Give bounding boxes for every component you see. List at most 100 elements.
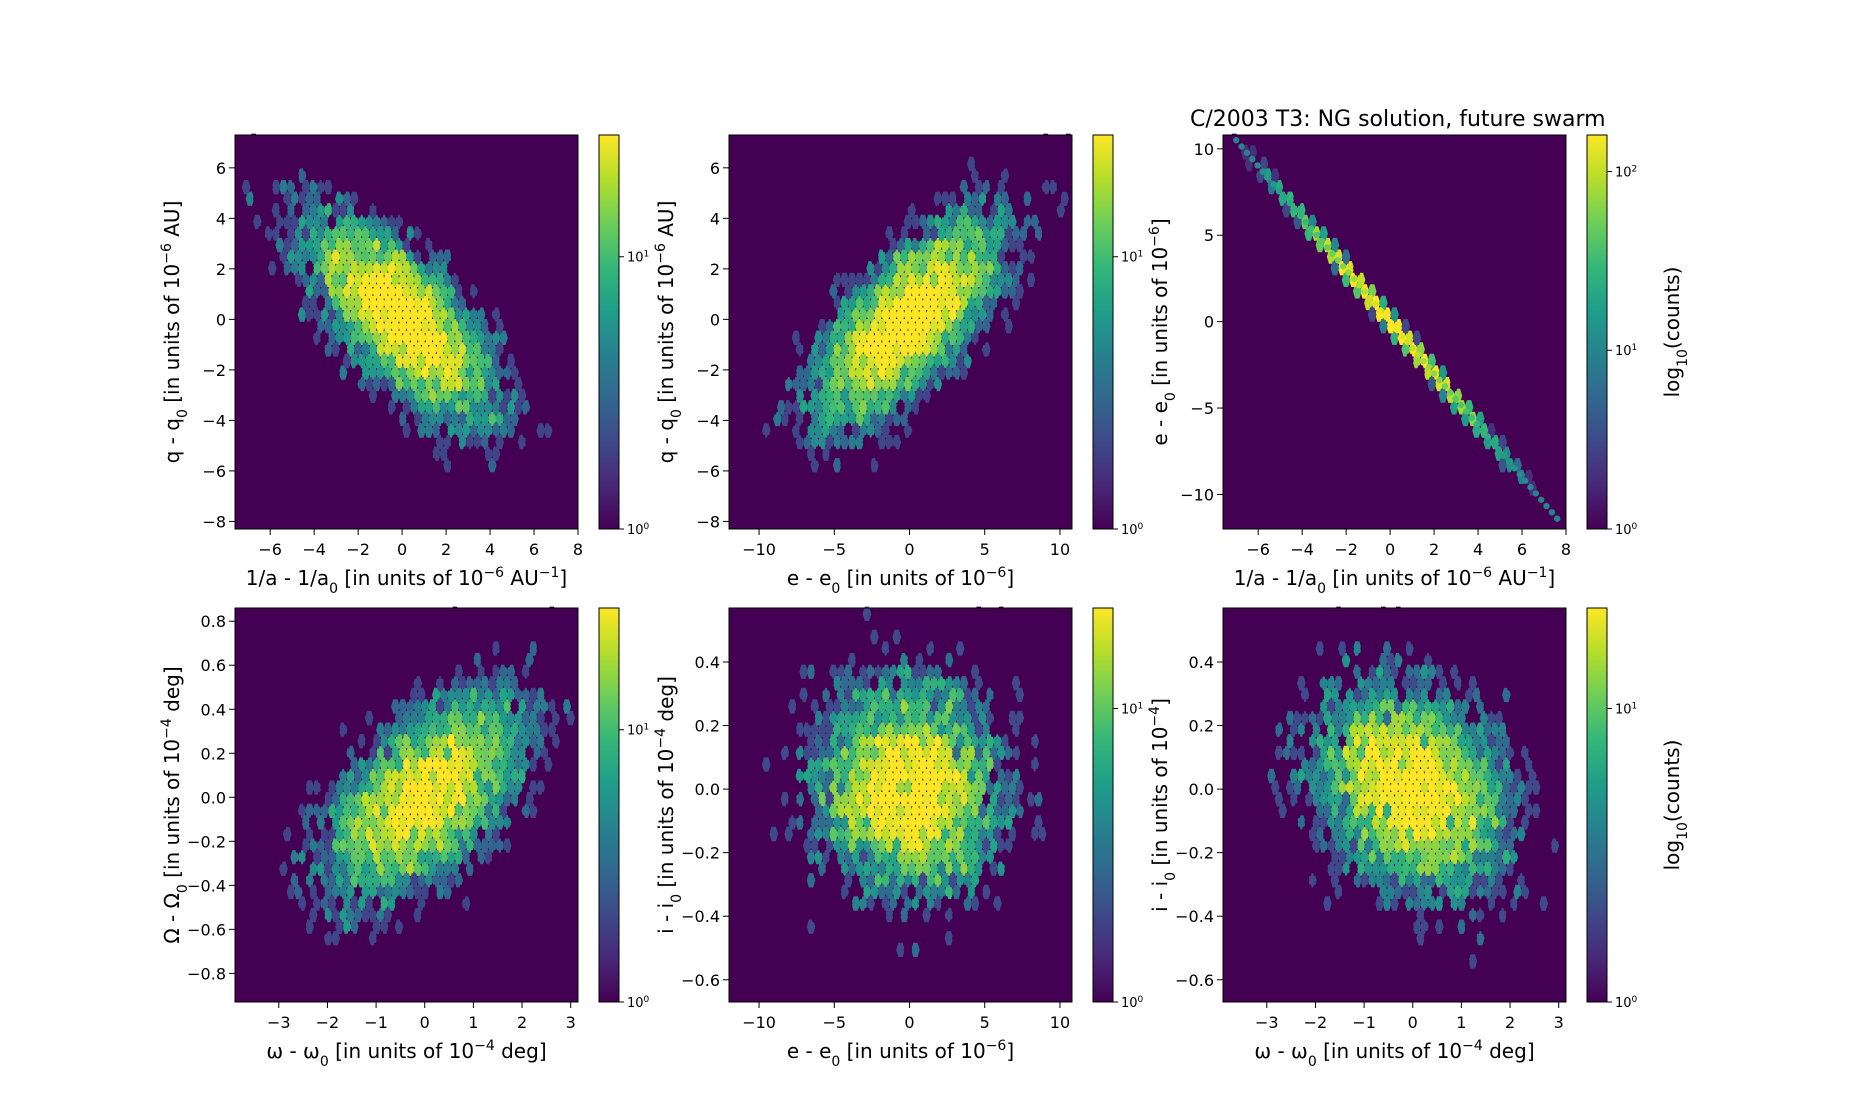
x-tick-label: −3 [267, 1013, 291, 1032]
hexbin-cell [1289, 722, 1299, 737]
hexbin-cell [1442, 896, 1451, 911]
hexbin-cell [784, 469, 793, 484]
hexbin-cell [417, 826, 426, 842]
hexbin-cell [290, 284, 299, 299]
hexbin-cell [461, 826, 471, 842]
hexbin-cell [952, 156, 961, 172]
hexbin-cell [476, 803, 486, 818]
hexbin-cell [312, 780, 322, 795]
hexbin-cell [844, 307, 853, 322]
hexbin-cell [1278, 757, 1287, 772]
hexbin-cell [484, 826, 493, 842]
hexbin-cell [346, 838, 355, 853]
hexbin-cell [435, 745, 445, 760]
hexbin-cell [517, 745, 527, 760]
hexbin-cell [847, 411, 857, 427]
hexbin-cell [1285, 641, 1295, 656]
hexbin-cell [450, 434, 460, 450]
hexbin-cell [335, 237, 344, 253]
hexbin-cell [963, 261, 972, 276]
hexbin-cell [944, 815, 954, 830]
hexbin-cell [458, 342, 467, 357]
hexbin-cell [788, 458, 797, 473]
hexbin-cell [885, 676, 894, 691]
hexbin-cell [424, 873, 434, 888]
hexbin-cell [747, 492, 756, 508]
hexbin-cell [1375, 850, 1384, 865]
hexbin-cell [417, 757, 426, 772]
hexbin-cell [368, 861, 378, 876]
hexbin-cell [1349, 676, 1358, 691]
hexbin-cell [387, 191, 396, 206]
hexbin-cell [762, 423, 771, 438]
hexbin-cell [1341, 722, 1351, 737]
hexbin-cell [491, 423, 501, 438]
hexbin-cell [907, 342, 916, 357]
hexbin-cell [810, 792, 820, 807]
hexbin-cell [1349, 768, 1358, 784]
hexbin-cell [825, 365, 834, 380]
hexbin-cell [955, 191, 965, 206]
hexbin-cell [1397, 687, 1407, 703]
hexbin-cell [1282, 792, 1291, 807]
hexbin-cell [391, 411, 400, 427]
y-tick-label: 0.2 [695, 717, 720, 736]
hexbin-cell [461, 446, 471, 461]
hexbin-cell [829, 353, 838, 369]
hexbin-cell [1457, 401, 1465, 409]
hexbin-cell [394, 330, 404, 345]
hexbin-cell [413, 699, 422, 714]
hexbin-cell [1000, 214, 1010, 230]
hexbin-cell [1473, 420, 1481, 428]
hexbin-cell [799, 687, 808, 703]
hexbin-cell [521, 641, 531, 656]
hexbin-cell [1539, 896, 1548, 911]
hexbin-cell [799, 664, 808, 679]
hexbin-cell [1352, 780, 1362, 795]
hexbin-cell [405, 792, 415, 807]
hexbin-cell [903, 284, 913, 299]
hexbin-cell [1274, 699, 1284, 714]
hexbin-cell [940, 734, 950, 749]
hexbin-cell [428, 699, 437, 714]
hexbin-cell [1427, 377, 1437, 392]
hexbin-cell [1000, 803, 1010, 818]
hexbin-cell [844, 826, 853, 842]
hexbin-cell [439, 664, 449, 679]
hexbin-cell [1293, 734, 1302, 749]
hexbin-cell [829, 261, 838, 276]
hexbin-cell [1416, 699, 1425, 714]
hexbin-cell [413, 226, 422, 241]
hexbin-cell [1282, 722, 1291, 737]
hexbin-cell [959, 861, 969, 876]
hexbin-cell [940, 307, 950, 322]
hexbin-cell [791, 400, 801, 415]
hexbin-cell [989, 838, 998, 853]
hexbin-cell [394, 191, 404, 206]
hexbin-cell [316, 907, 326, 923]
hexbin-cell [364, 307, 374, 322]
hexbin-cell [1232, 136, 1240, 144]
hexbin-cell [476, 330, 486, 345]
hexbin-cell [1304, 745, 1314, 760]
hexbin-cell [312, 214, 322, 230]
hexbin-cell [1446, 792, 1455, 807]
hexbin-cell [963, 757, 972, 772]
hexbin-cell [967, 319, 976, 334]
hexbin-cell [1461, 884, 1470, 900]
hexbin-cell [1401, 676, 1410, 691]
hexbin-cell [357, 237, 367, 253]
hexbin-cell [342, 353, 352, 369]
hexbin-cell [275, 850, 285, 865]
hexbin-cell [342, 710, 352, 726]
hexbin-cell [446, 284, 456, 299]
hexbin-cell [1304, 815, 1314, 830]
hexbin-cell [851, 757, 861, 772]
hexbin-cell [461, 400, 471, 415]
hexbin-cell [1442, 687, 1451, 703]
hexbin-cell [914, 792, 924, 807]
hexbin-cell [866, 826, 875, 842]
hexbin-cell [993, 734, 1002, 749]
hexbin-cell [907, 272, 916, 287]
hexbin-cell [435, 792, 445, 807]
